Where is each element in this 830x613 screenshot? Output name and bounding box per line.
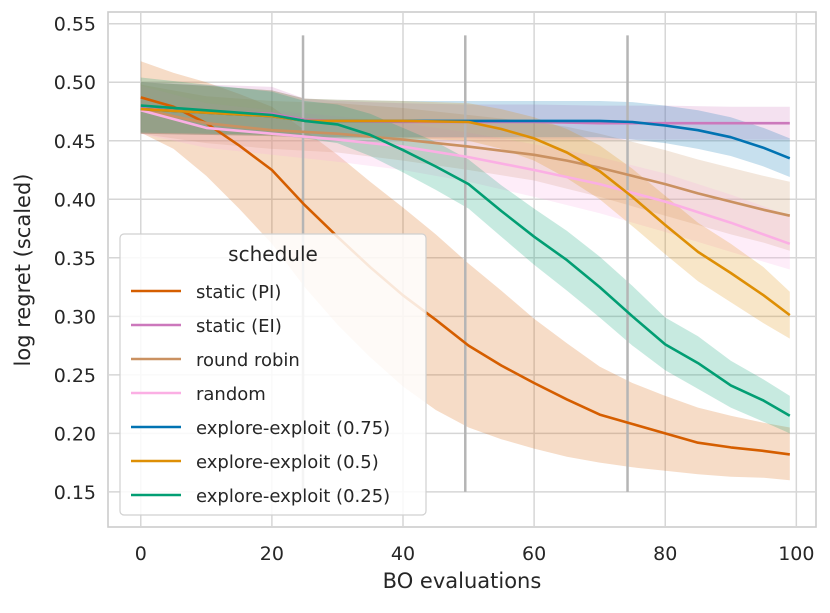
y-tick-label: 0.45	[54, 131, 96, 153]
legend-label-explore-exploit-0-75: explore-exploit (0.75)	[196, 418, 390, 439]
line-explore-exploit-0-25	[140, 104, 791, 417]
legend-label-static-pi: static (PI)	[196, 282, 281, 303]
x-tick-labels: 0 20 40 60 80 100	[135, 543, 815, 565]
y-tick-label: 0.50	[54, 72, 96, 94]
x-tick-label: 100	[778, 543, 814, 565]
y-tick-label: 0.30	[54, 306, 96, 328]
y-tick-label: 0.25	[54, 365, 96, 387]
y-tick-labels: 0.15 0.20 0.25 0.30 0.35 0.40 0.45 0.50 0.55	[54, 14, 96, 504]
x-tick-label: 0	[135, 543, 147, 565]
series-lines	[140, 96, 791, 456]
y-axis-label: log regret (scaled)	[11, 174, 35, 367]
x-tick-label: 40	[391, 543, 415, 565]
x-tick-label: 20	[260, 543, 284, 565]
legend-label-static-ei: static (EI)	[196, 316, 282, 337]
legend-label-explore-exploit-0-25: explore-exploit (0.25)	[196, 486, 390, 507]
legend-items: static (PI) static (EI) round robin random e…	[131, 282, 390, 507]
legend-label-round-robin: round robin	[196, 350, 300, 371]
line-static-pi	[140, 96, 790, 456]
legend-label-random: random	[196, 384, 266, 405]
line-random	[140, 109, 791, 246]
y-tick-label: 0.40	[54, 189, 96, 211]
y-tick-label: 0.15	[54, 482, 96, 504]
x-tick-label: 60	[522, 543, 546, 565]
legend-box	[119, 233, 427, 516]
x-tick-label: 80	[653, 543, 677, 565]
legend-label-explore-exploit-0-5: explore-exploit (0.5)	[196, 452, 379, 473]
y-tick-label: 0.55	[54, 14, 96, 36]
legend-title: schedule	[228, 242, 318, 266]
legend: schedule static (PI) static (EI) round rob…	[119, 233, 427, 516]
x-axis-label: BO evaluations	[383, 569, 542, 593]
y-tick-label: 0.35	[54, 248, 96, 270]
y-tick-label: 0.20	[54, 423, 96, 445]
line-round-robin	[140, 107, 791, 217]
